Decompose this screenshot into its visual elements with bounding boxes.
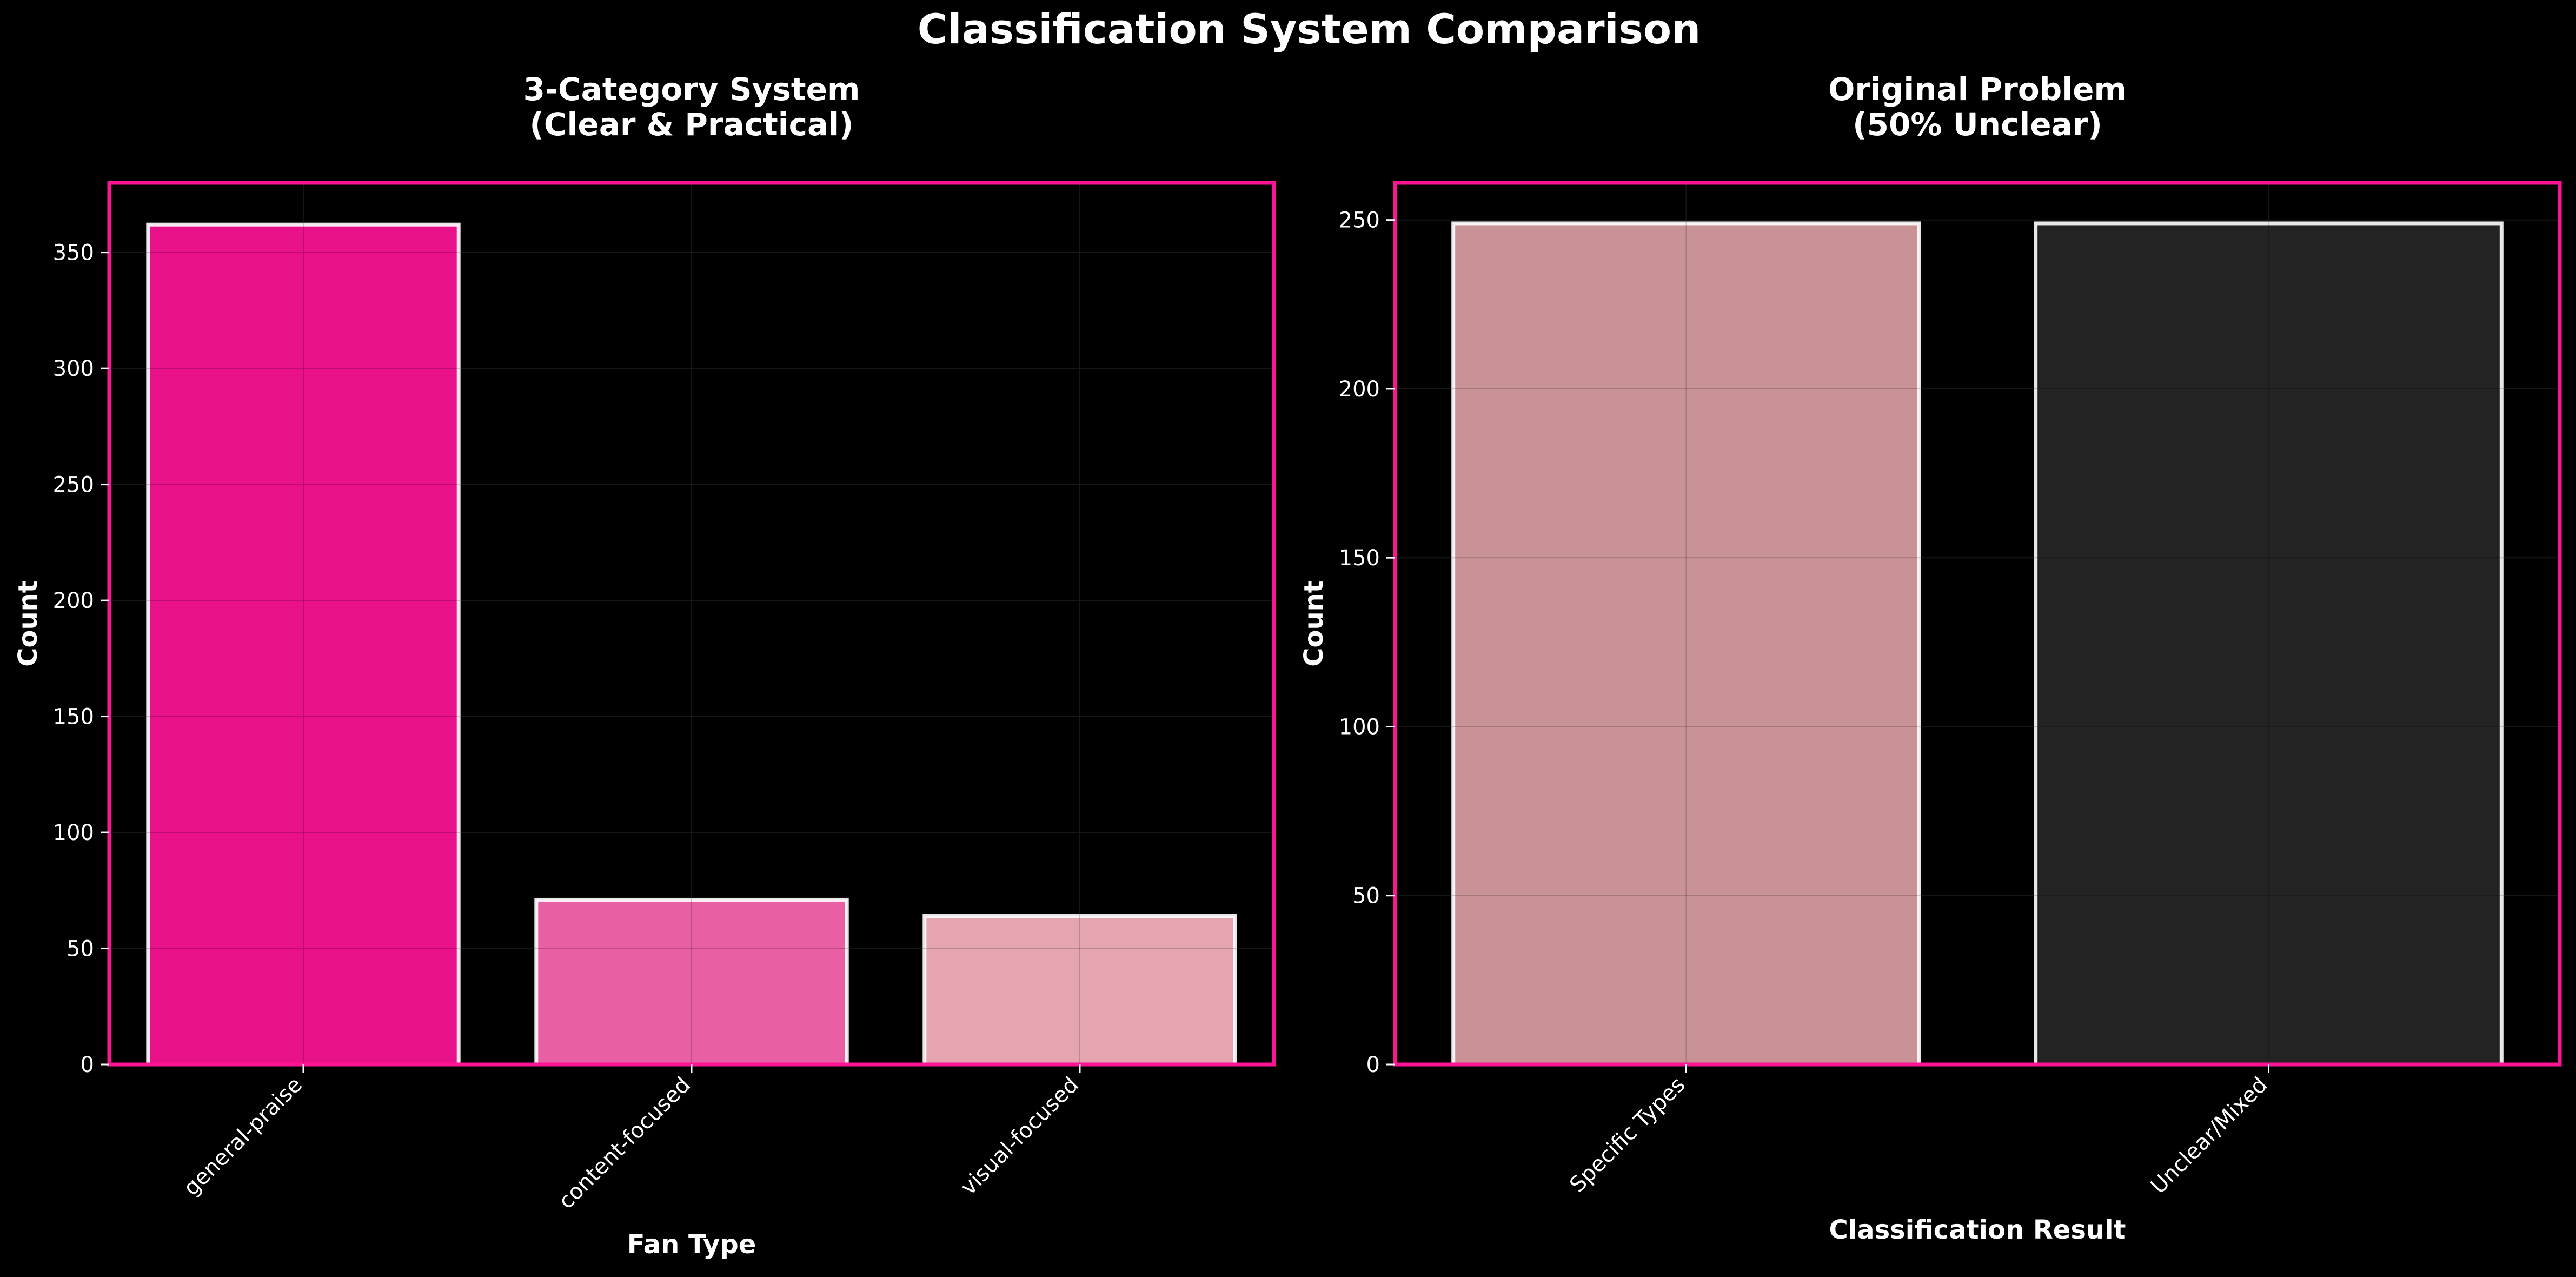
figure-title: Classification System Comparison — [918, 5, 1701, 53]
y-tick-label: 150 — [53, 705, 94, 730]
chart-title-line-1: Original Problem — [1828, 71, 2127, 108]
y-tick-label: 150 — [1339, 546, 1380, 571]
bar-general-praise — [146, 222, 461, 1067]
y-tick-label: 50 — [1352, 884, 1380, 909]
y-tick-label: 250 — [53, 473, 94, 498]
y-tick-label: 100 — [1339, 714, 1380, 739]
y-tick-label: 200 — [1339, 377, 1380, 402]
y-tick-label: 200 — [53, 588, 94, 613]
x-axis-label: Fan Type — [627, 1229, 756, 1260]
y-tick-label: 300 — [53, 356, 94, 381]
y-tick-label: 50 — [67, 937, 94, 962]
chart-title-line-2: (Clear & Practical) — [529, 106, 853, 143]
y-axis-label: Count — [1299, 580, 1329, 667]
chart-title-line-1: 3-Category System — [523, 71, 860, 108]
y-tick-label: 250 — [1339, 208, 1380, 233]
y-axis-label: Count — [13, 580, 43, 667]
plot-frame — [1393, 181, 2562, 1067]
y-tick-label: 350 — [53, 241, 94, 266]
y-tick-label: 0 — [1366, 1053, 1380, 1077]
chart-title-line-2: (50% Unclear) — [1853, 106, 2102, 143]
y-tick-label: 0 — [81, 1053, 94, 1077]
bar-specific-types — [1451, 221, 1921, 1067]
y-tick-label: 100 — [53, 821, 94, 845]
bar-unclear-mixed — [2034, 221, 2504, 1067]
x-axis-label: Classification Result — [1829, 1215, 2126, 1245]
